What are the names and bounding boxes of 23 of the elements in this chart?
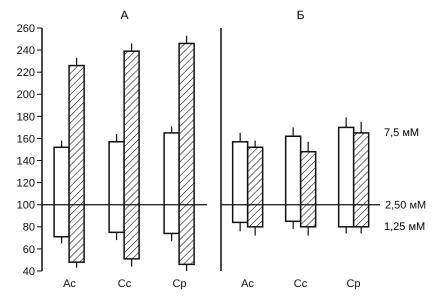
- y-tick-label: 200: [16, 89, 35, 102]
- x-tick-label: Сс: [118, 278, 132, 290]
- chart-title: А: [119, 8, 130, 22]
- x-tick-label: Ас: [63, 278, 76, 290]
- y-tick-label: 100: [16, 200, 35, 212]
- x-tick-label: Ср: [172, 278, 187, 290]
- y-tick-label: 40: [22, 266, 35, 278]
- annotation: 1,25 мМ: [384, 220, 426, 234]
- x-tick-label: Ср: [346, 278, 361, 290]
- annotation: 7,5 мМ: [384, 126, 420, 140]
- y-tick-label: 260: [16, 22, 35, 35]
- y-tick-label: 240: [16, 44, 35, 57]
- y-tick-label: 120: [16, 178, 35, 190]
- ref-line-label: 2,50 мМ: [385, 200, 426, 212]
- x-tick-label: Сс: [294, 278, 308, 290]
- x-tick-label: Ас: [241, 278, 254, 290]
- y-tick-label: 80: [22, 222, 35, 234]
- chart-title: Б: [296, 8, 306, 22]
- y-tick-label: 180: [16, 111, 35, 124]
- y-tick-label: 220: [16, 67, 35, 80]
- y-tick-label: 60: [22, 244, 35, 256]
- y-tick-label: 140: [16, 155, 35, 168]
- y-tick-label: 160: [16, 133, 35, 146]
